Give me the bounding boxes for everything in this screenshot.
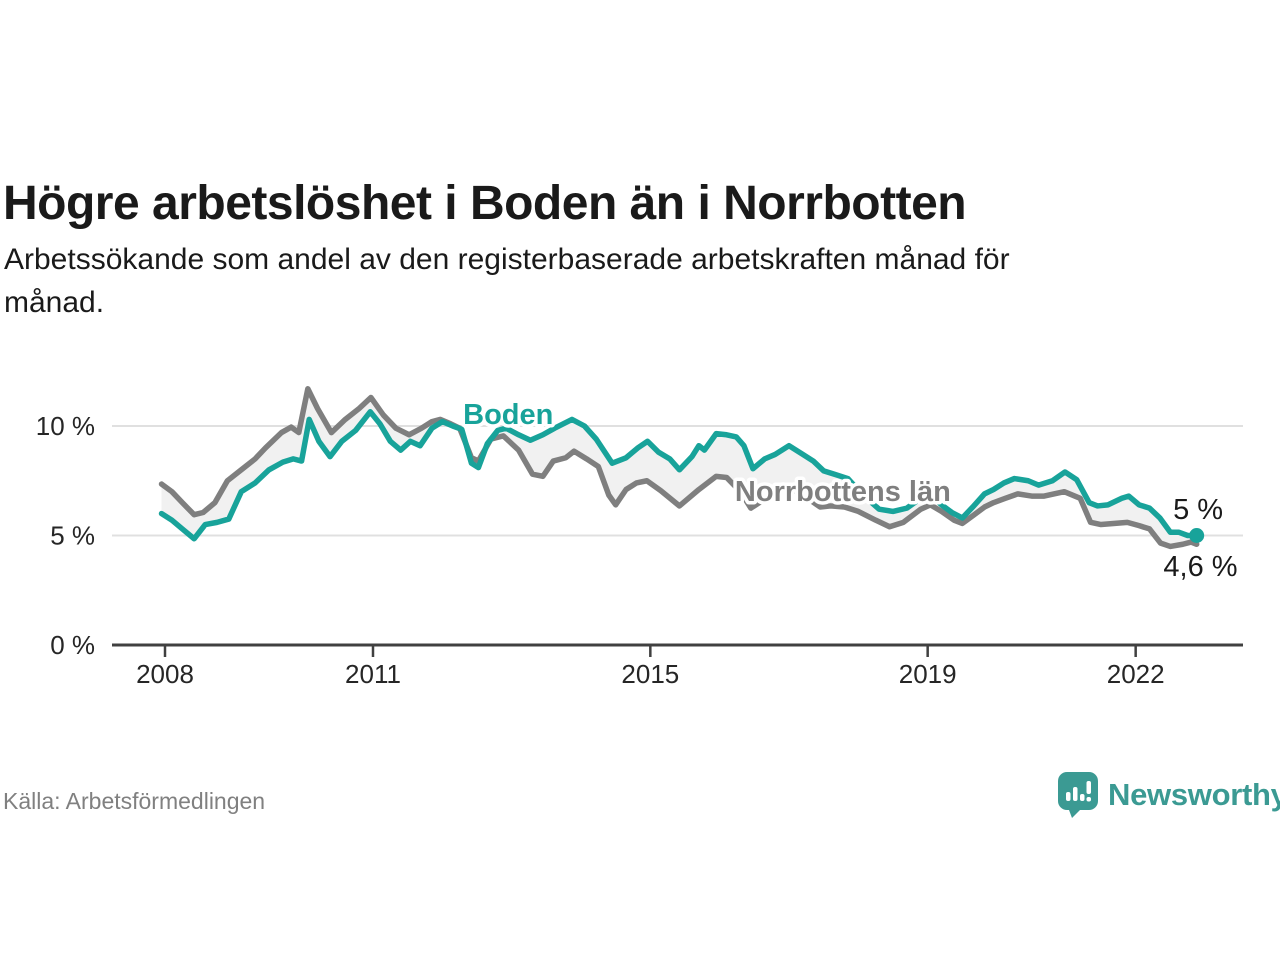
page-title: Högre arbetslöshet i Boden än i Norrbott… [3, 177, 967, 231]
y-tick-label-5: 5 % [50, 521, 95, 551]
y-tick-label-0: 0 % [50, 630, 95, 660]
series-line-norrbotten [158, 386, 1200, 550]
newsworthy-logo-text: Newsworthy [1108, 777, 1280, 812]
series-label-norrbotten: Norrbottens län [735, 476, 951, 508]
x-tick-label-2008: 2008 [136, 659, 194, 689]
x-tick-label-2015: 2015 [621, 659, 679, 689]
subtitle-line-1: Arbetssökande som andel av den registerb… [4, 243, 1010, 276]
subtitle-line-2: månad. [4, 286, 105, 319]
x-tick-label-2011: 2011 [345, 659, 401, 689]
boden-end-dot [1189, 528, 1205, 543]
series-label-boden: Boden [463, 399, 553, 431]
x-tick-label-2019: 2019 [899, 659, 957, 689]
source-credit: Källa: Arbetsförmedlingen [3, 788, 266, 814]
end-value-label-boden: 5 % [1173, 494, 1223, 526]
end-value-label-norrbotten: 4,6 % [1163, 551, 1237, 583]
series-line-boden [158, 409, 1200, 542]
newsworthy-logo: Newsworthy [1058, 772, 1280, 818]
page-subtitle: Arbetssökande som andel av den registerb… [4, 238, 1234, 324]
newsworthy-speech-bubble-bars-icon [1058, 772, 1098, 818]
y-tick-label-10: 10 % [36, 411, 95, 441]
x-tick-label-2022: 2022 [1107, 659, 1165, 689]
